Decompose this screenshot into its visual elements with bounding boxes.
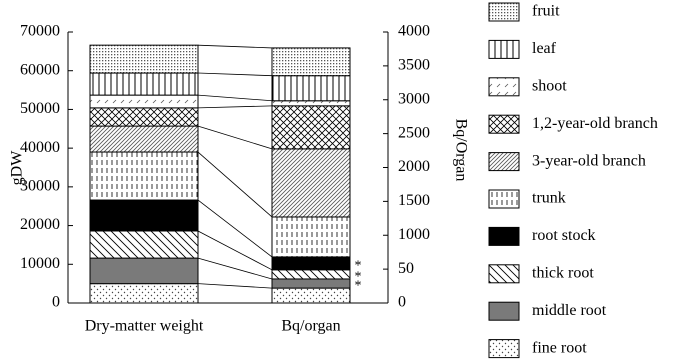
y-tick-label: 0	[52, 294, 60, 311]
bar-segment	[271, 216, 351, 258]
connector	[197, 257, 273, 280]
bar-segment	[89, 72, 199, 96]
legend-label: shoot	[532, 77, 567, 94]
bar-segment	[89, 44, 199, 74]
bar-segment	[89, 107, 199, 127]
legend-label: thick root	[532, 264, 594, 281]
bar-segment	[89, 283, 199, 304]
annotation: *	[355, 270, 362, 285]
legend-label: leaf	[532, 40, 557, 57]
bar-segment	[89, 257, 199, 285]
y-tick-label: 70000	[20, 23, 60, 40]
x-tick-label: Dry-matter weight	[85, 318, 204, 335]
legend-label: 1,2-year-old branch	[532, 115, 658, 132]
legend-label: fruit	[532, 3, 560, 20]
legend-swatch	[488, 226, 520, 246]
legend-swatch	[488, 2, 520, 22]
y2-axis-label: Bq/Organ	[452, 119, 469, 182]
annotation: *	[355, 279, 362, 294]
bar-segment	[89, 151, 199, 201]
legend-label: 3-year-old branch	[532, 152, 646, 169]
y2-tick-label: 3500	[398, 57, 430, 74]
connector	[197, 199, 273, 258]
legend-swatch	[488, 301, 520, 321]
bar-segment	[89, 199, 199, 232]
x-tick-label: Bq/organ	[281, 318, 340, 335]
bar-segment	[271, 269, 351, 280]
bar-segment	[89, 125, 199, 153]
bar-segment	[271, 100, 351, 107]
legend-label: middle root	[532, 302, 607, 319]
legend-label: root stock	[532, 227, 596, 244]
y-tick-label: 50000	[20, 100, 60, 117]
connector	[197, 230, 273, 271]
bar-segment	[271, 256, 351, 271]
legend-label: trunk	[532, 190, 566, 207]
legend-swatch	[488, 152, 520, 172]
annotation: *	[355, 259, 362, 274]
bar-segment	[271, 278, 351, 289]
y-tick-label: 40000	[20, 139, 60, 156]
bar-segment	[271, 148, 351, 218]
legend-swatch	[488, 339, 520, 359]
legend-swatch	[488, 39, 520, 59]
bar-segment	[89, 230, 199, 259]
legend-label: fine root	[532, 339, 587, 356]
bar-segment	[271, 47, 351, 77]
y-tick-label: 10000	[20, 255, 60, 272]
connector	[197, 151, 273, 218]
y2-tick-label: 1000	[398, 226, 430, 243]
y-tick-label: 60000	[20, 61, 60, 78]
connector	[197, 72, 273, 77]
connector	[197, 94, 273, 102]
y2-tick-label: 2000	[398, 158, 430, 175]
y2-tick-label: 3000	[398, 90, 430, 107]
bar-segment	[271, 75, 351, 102]
bar-segment	[89, 94, 199, 109]
y-tick-label: 30000	[20, 178, 60, 195]
y2-tick-label: 4000	[398, 23, 430, 40]
legend-swatch	[488, 264, 520, 284]
legend-swatch	[488, 189, 520, 209]
y2-tick-label: 50	[398, 260, 414, 277]
y2-tick-label: 2500	[398, 124, 430, 141]
y2-tick-label: 0	[398, 294, 406, 311]
connector	[197, 283, 273, 289]
y-axis-label: gDW	[9, 150, 26, 186]
legend-swatch	[488, 77, 520, 97]
y2-tick-label: 1500	[398, 192, 430, 209]
bar-segment	[271, 287, 351, 304]
connector	[197, 44, 273, 49]
connector	[197, 125, 273, 150]
y-tick-label: 20000	[20, 216, 60, 233]
connector	[197, 105, 273, 109]
legend-swatch	[488, 114, 520, 134]
bar-segment	[271, 105, 351, 150]
